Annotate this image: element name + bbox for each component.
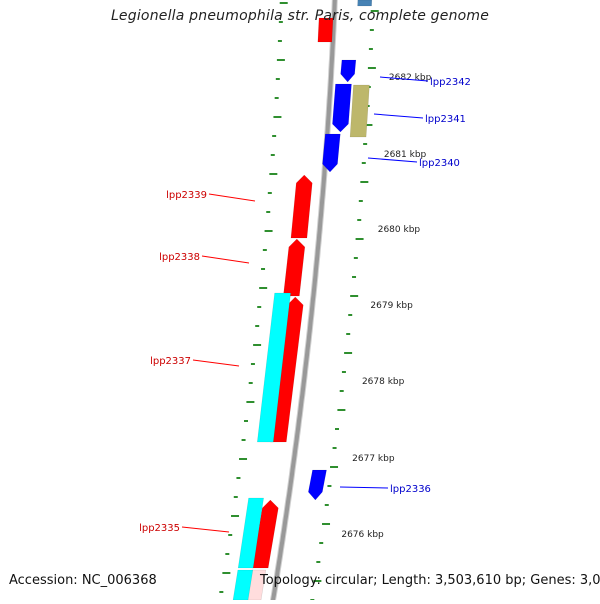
forward-gene-label: lpp2342 — [430, 77, 471, 88]
reverse-gene-arrow — [251, 499, 279, 569]
reverse-gene-leader — [192, 359, 240, 367]
forward-gene-arrow — [340, 59, 357, 83]
reverse-gene-leader — [208, 193, 256, 202]
reverse-gene-arrow — [283, 238, 306, 297]
position-label: 2680 kbp — [378, 225, 421, 235]
forward-gene-arrow — [322, 133, 341, 173]
reverse-gene-arrow — [317, 17, 334, 43]
position-label: 2676 kbp — [341, 530, 384, 540]
forward-gene-arrow — [308, 469, 327, 501]
position-label: 2678 kbp — [362, 377, 405, 387]
position-label: 2677 kbp — [352, 454, 395, 464]
accession-label: Accession: NC_006368 — [9, 573, 157, 588]
forward-gene-label: lpp2341 — [425, 114, 466, 125]
sequence-backbone — [270, 0, 337, 604]
position-label: 2679 kbp — [370, 301, 413, 311]
reverse-gene-label: lpp2335 — [139, 523, 180, 534]
forward-gene-arrow — [357, 0, 373, 7]
genome-title: Legionella pneumophila str. Paris, compl… — [110, 8, 490, 24]
forward-gene-label: lpp2340 — [419, 158, 460, 169]
forward-gene-leader — [373, 113, 424, 119]
forward-gene-arrow — [332, 83, 352, 133]
reverse-gene-leader — [201, 255, 250, 264]
topology-label: Topology: circular; Length: 3,503,610 bp… — [260, 573, 600, 588]
forward-gene-label: lpp2336 — [390, 484, 431, 495]
khaki-feature-block — [349, 84, 370, 138]
position-label: 2681 kbp — [384, 150, 427, 160]
cyan-feature-block — [237, 497, 264, 569]
position-label: 2682 kbp — [389, 73, 432, 83]
reverse-gene-label: lpp2337 — [150, 356, 191, 367]
reverse-gene-arrow — [290, 174, 313, 239]
reverse-gene-label: lpp2339 — [166, 190, 207, 201]
forward-gene-leader — [339, 486, 389, 489]
forward-gene-leader — [379, 76, 429, 82]
reverse-gene-leader — [181, 526, 230, 533]
forward-gene-leader — [367, 157, 418, 163]
cyan-feature-block — [257, 292, 291, 443]
reverse-gene-label: lpp2338 — [159, 252, 200, 263]
